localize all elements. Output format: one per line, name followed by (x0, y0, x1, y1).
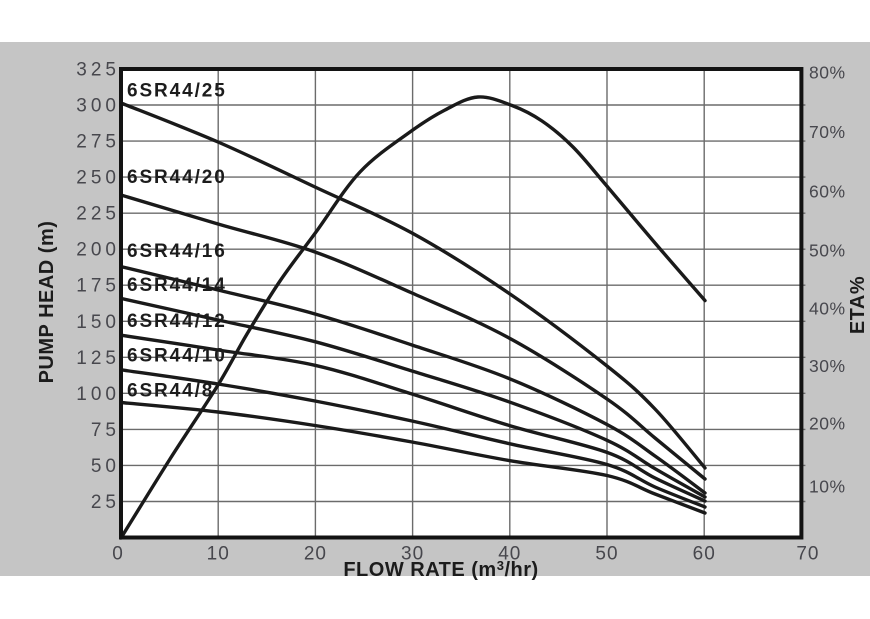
svg-text:6SR44/16: 6SR44/16 (127, 241, 227, 262)
svg-text:70: 70 (796, 544, 819, 565)
svg-text:10: 10 (207, 544, 230, 565)
svg-text:0: 0 (112, 544, 124, 565)
svg-text:FLOW RATE (m3/hr): FLOW RATE (m3/hr) (343, 558, 538, 581)
svg-text:325: 325 (76, 60, 120, 81)
svg-text:80%: 80% (809, 63, 846, 83)
svg-text:60: 60 (693, 544, 716, 565)
svg-text:225: 225 (76, 204, 120, 225)
svg-text:20%: 20% (809, 414, 846, 434)
svg-text:6SR44/14: 6SR44/14 (127, 275, 227, 296)
svg-text:50: 50 (595, 544, 618, 565)
svg-text:275: 275 (76, 132, 120, 153)
svg-text:40%: 40% (809, 299, 846, 319)
svg-text:50: 50 (91, 456, 120, 477)
svg-text:20: 20 (304, 544, 327, 565)
svg-text:6SR44/10: 6SR44/10 (127, 346, 227, 367)
svg-text:100: 100 (76, 384, 120, 405)
svg-text:125: 125 (76, 348, 120, 369)
svg-text:25: 25 (91, 492, 120, 513)
svg-text:75: 75 (91, 420, 120, 441)
svg-text:6SR44/25: 6SR44/25 (127, 81, 227, 102)
svg-text:6SR44/8: 6SR44/8 (127, 381, 214, 402)
svg-text:ETA%: ETA% (847, 276, 869, 334)
svg-text:6SR44/20: 6SR44/20 (127, 167, 227, 188)
svg-text:PUMP HEAD (m): PUMP HEAD (m) (36, 221, 58, 384)
svg-text:40: 40 (498, 544, 521, 565)
svg-text:6SR44/12: 6SR44/12 (127, 311, 227, 332)
svg-text:300: 300 (76, 96, 120, 117)
svg-text:200: 200 (76, 240, 120, 261)
svg-text:10%: 10% (809, 477, 846, 497)
svg-text:150: 150 (76, 312, 120, 333)
svg-text:30%: 30% (809, 356, 846, 376)
svg-text:60%: 60% (809, 182, 846, 202)
svg-text:250: 250 (76, 168, 120, 189)
svg-text:50%: 50% (809, 241, 846, 261)
svg-text:175: 175 (76, 276, 120, 297)
svg-text:30: 30 (401, 544, 424, 565)
svg-text:70%: 70% (809, 122, 846, 142)
